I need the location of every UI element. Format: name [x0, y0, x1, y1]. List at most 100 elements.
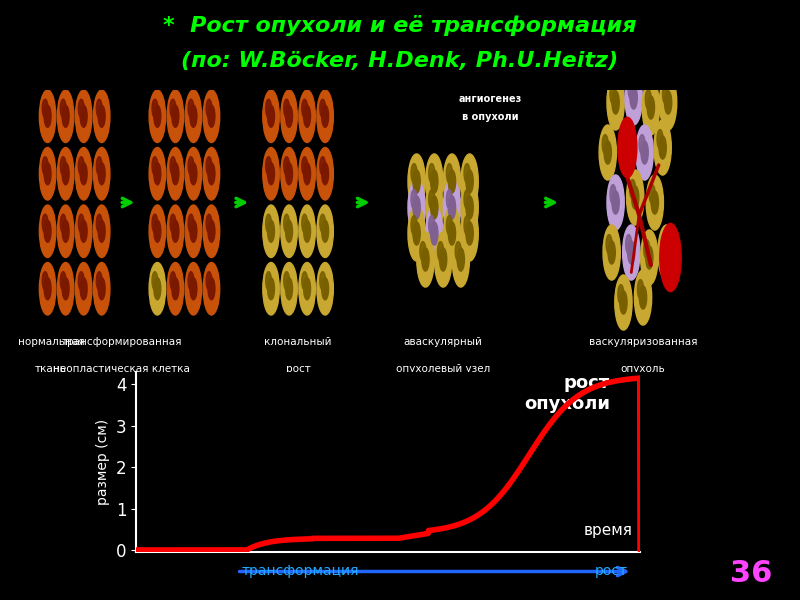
Circle shape [322, 278, 329, 300]
Circle shape [647, 96, 654, 119]
Circle shape [642, 80, 659, 135]
Circle shape [443, 154, 461, 209]
Circle shape [464, 215, 470, 235]
Circle shape [167, 205, 184, 257]
Circle shape [42, 214, 48, 233]
Circle shape [185, 205, 202, 257]
Circle shape [607, 175, 624, 230]
Circle shape [39, 90, 56, 142]
Circle shape [281, 263, 298, 315]
Circle shape [266, 99, 271, 118]
Circle shape [170, 214, 176, 233]
Circle shape [624, 136, 631, 159]
Text: рост: рост [563, 374, 610, 392]
Circle shape [185, 148, 202, 200]
Text: клональный: клональный [264, 337, 332, 347]
Text: в опухоли: в опухоли [462, 112, 518, 122]
Circle shape [317, 205, 334, 257]
Circle shape [302, 214, 307, 233]
Circle shape [172, 105, 179, 127]
Text: нормальная: нормальная [18, 337, 85, 347]
Circle shape [267, 278, 274, 300]
Circle shape [320, 214, 326, 233]
Circle shape [266, 157, 271, 175]
Circle shape [75, 148, 92, 200]
Circle shape [44, 278, 51, 300]
Circle shape [638, 280, 643, 299]
Circle shape [206, 157, 212, 175]
Circle shape [80, 220, 87, 242]
Circle shape [80, 163, 87, 185]
Circle shape [452, 232, 470, 287]
Circle shape [602, 134, 608, 154]
Circle shape [446, 164, 452, 183]
Circle shape [304, 220, 310, 242]
Circle shape [430, 222, 438, 245]
Circle shape [98, 163, 105, 185]
Circle shape [426, 206, 443, 261]
Circle shape [636, 125, 654, 180]
Circle shape [618, 120, 636, 175]
Text: время: время [583, 523, 633, 538]
Circle shape [411, 190, 417, 209]
Circle shape [62, 163, 69, 185]
Circle shape [42, 272, 48, 290]
Circle shape [98, 220, 105, 242]
Circle shape [98, 105, 105, 127]
Text: *  Рост опухоли и её трансформация: * Рост опухоли и её трансформация [163, 15, 637, 36]
Circle shape [60, 272, 66, 290]
Circle shape [78, 99, 84, 118]
Circle shape [58, 205, 74, 257]
Circle shape [461, 154, 478, 209]
Text: 36: 36 [730, 559, 772, 588]
Circle shape [606, 235, 612, 254]
Circle shape [634, 270, 652, 325]
Circle shape [60, 214, 66, 233]
Circle shape [262, 263, 279, 315]
Circle shape [658, 225, 675, 280]
Circle shape [203, 263, 220, 315]
Circle shape [262, 148, 279, 200]
Circle shape [299, 148, 315, 200]
Text: ткань: ткань [35, 364, 67, 374]
Circle shape [188, 99, 194, 118]
Circle shape [618, 284, 624, 304]
Circle shape [286, 105, 293, 127]
Circle shape [94, 148, 110, 200]
Circle shape [302, 157, 307, 175]
Circle shape [96, 272, 102, 290]
Circle shape [455, 242, 462, 261]
Circle shape [154, 278, 161, 300]
Text: рост: рост [286, 364, 310, 374]
Text: ангиогенез: ангиогенез [458, 94, 522, 104]
Circle shape [78, 272, 84, 290]
Circle shape [262, 90, 279, 142]
Circle shape [639, 286, 646, 309]
Y-axis label: размер (см): размер (см) [96, 419, 110, 505]
Text: опухолевый узел: опухолевый узел [396, 364, 490, 374]
Circle shape [286, 163, 293, 185]
Circle shape [154, 220, 161, 242]
Circle shape [284, 214, 290, 233]
Circle shape [665, 91, 672, 114]
Text: опухоль: опухоль [621, 364, 666, 374]
Circle shape [284, 157, 290, 175]
Circle shape [630, 86, 638, 109]
Circle shape [317, 263, 334, 315]
Circle shape [322, 220, 329, 242]
Circle shape [608, 241, 615, 264]
Circle shape [188, 272, 194, 290]
Circle shape [185, 263, 202, 315]
Circle shape [448, 222, 455, 245]
Circle shape [320, 157, 326, 175]
Circle shape [446, 215, 452, 235]
Circle shape [266, 272, 271, 290]
Circle shape [78, 214, 84, 233]
Circle shape [660, 223, 681, 292]
Circle shape [299, 263, 315, 315]
Circle shape [429, 190, 434, 209]
Circle shape [39, 148, 56, 200]
Circle shape [60, 99, 66, 118]
Text: (по: W.Böcker, H.Denk, Ph.U.Heitz): (по: W.Böcker, H.Denk, Ph.U.Heitz) [182, 51, 618, 71]
Circle shape [149, 263, 166, 315]
